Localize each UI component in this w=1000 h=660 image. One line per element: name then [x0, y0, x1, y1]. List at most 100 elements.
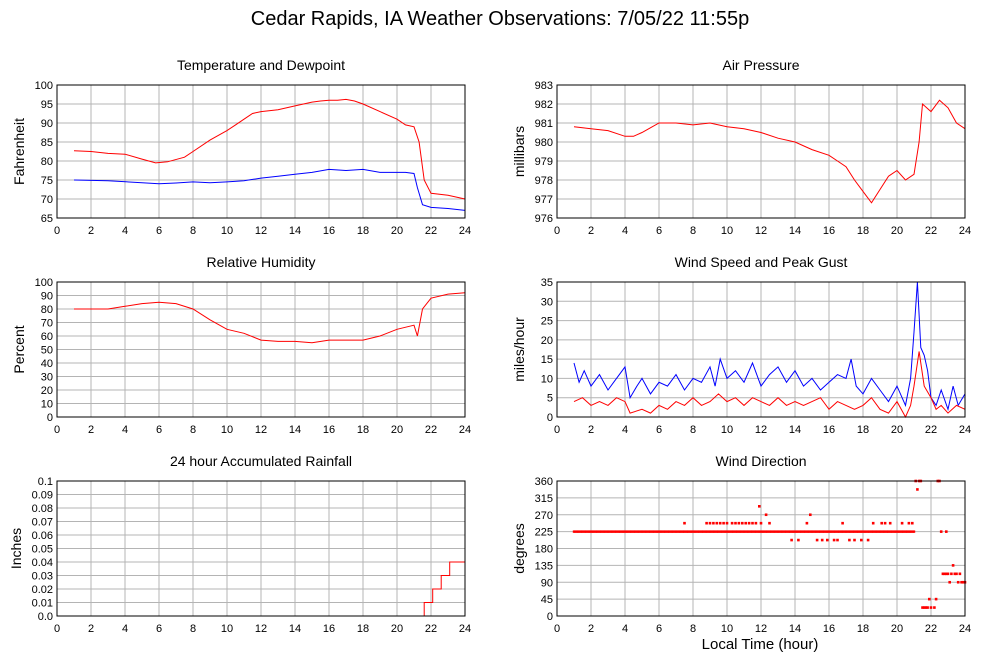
wind-direction-x-tick-label: 10 [721, 623, 733, 635]
wind-direction-point [646, 530, 649, 533]
wind-direction-point [842, 530, 845, 533]
wind-direction-point [602, 530, 606, 533]
wind-direction-point [758, 505, 761, 508]
wind-direction-point [627, 530, 630, 533]
24-hour-accumulated-rainfall-y-tick-label: 0.04 [32, 557, 53, 569]
24-hour-accumulated-rainfall-y-tick-label: 0.0 [38, 611, 53, 623]
wind-direction-x-tick-label: 14 [789, 623, 801, 635]
air-pressure-y-tick-label: 976 [535, 213, 553, 225]
wind-direction-point [576, 530, 580, 533]
wind-direction-point [871, 521, 875, 525]
relative-humidity-x-tick-label: 2 [88, 424, 94, 436]
wind-direction-point [839, 530, 842, 533]
wind-direction-point [865, 530, 868, 533]
wind-direction-point [634, 530, 637, 533]
wind-direction-point [764, 513, 768, 517]
wind-direction-y-tick-label: 90 [541, 577, 553, 589]
wind-direction-point [655, 530, 659, 533]
wind-direction-point [737, 521, 741, 525]
temperature-and-dewpoint-y-tick-label: 70 [41, 194, 53, 206]
wind-direction-point [848, 538, 851, 542]
wind-direction-point [797, 538, 800, 542]
wind-direction-point [907, 521, 911, 525]
wind-direction-point [635, 530, 638, 533]
wind-direction-point [953, 572, 957, 576]
wind-speed-and-peak-gust-x-tick-label: 20 [891, 424, 903, 436]
temperature-and-dewpoint-x-tick-label: 16 [323, 225, 335, 237]
wind-direction-y-tick-label: 270 [535, 510, 553, 522]
24-hour-accumulated-rainfall-x-tick-label: 6 [156, 623, 162, 635]
wind-direction-point [719, 530, 723, 533]
wind-direction-point [779, 530, 782, 533]
wind-direction-point [772, 530, 776, 533]
wind-direction-point [693, 530, 697, 533]
wind-direction-point [804, 530, 807, 533]
wind-direction-point [916, 488, 919, 491]
wind-direction-point [585, 530, 588, 533]
wind-direction-point [685, 530, 689, 533]
wind-direction-point [906, 530, 909, 533]
wind-direction-point [943, 572, 946, 576]
air-pressure-x-tick-label: 20 [891, 225, 903, 237]
wind-direction-point [753, 530, 757, 533]
wind-direction-point [749, 530, 752, 533]
wind-direction-point [609, 530, 612, 533]
relative-humidity-x-tick-label: 22 [425, 424, 437, 436]
24-hour-accumulated-rainfall-y-tick-label: 0.06 [32, 530, 53, 542]
wind-direction-point [768, 530, 772, 533]
wind-direction-y-tick-label: 180 [535, 544, 553, 556]
wind-direction-point [939, 530, 943, 533]
wind-direction-point [721, 530, 724, 533]
wind-direction-point [589, 530, 592, 533]
temperature-and-dewpoint-y-axis-label: Fahrenheit [11, 118, 27, 185]
temperature-and-dewpoint-y-tick-label: 100 [35, 80, 53, 92]
wind-direction-point [741, 521, 744, 525]
wind-direction-point [948, 580, 951, 584]
wind-direction-point [666, 530, 670, 533]
wind-direction-point [809, 513, 812, 517]
wind-direction-point [587, 530, 591, 533]
wind-speed-and-peak-gust-plot-frame [556, 281, 966, 418]
wind-speed-and-peak-gust-x-tick-label: 12 [755, 424, 767, 436]
wind-direction-point [575, 530, 578, 533]
x-axis-label: Local Time (hour) [701, 636, 819, 653]
wind-direction-point [885, 530, 888, 533]
24-hour-accumulated-rainfall-x-tick-label: 20 [391, 623, 403, 635]
wind-direction-point [683, 521, 686, 525]
wind-direction-point [827, 530, 830, 533]
wind-direction-point [907, 530, 910, 533]
wind-direction-point [716, 530, 720, 533]
24-hour-accumulated-rainfall-y-tick-label: 0.01 [32, 598, 53, 610]
wind-direction-point [829, 530, 833, 533]
wind-direction-point [598, 530, 602, 533]
relative-humidity-x-tick-label: 8 [190, 424, 196, 436]
wind-direction-point [722, 530, 725, 533]
wind-direction-point [613, 530, 616, 533]
air-pressure-y-tick-label: 983 [535, 80, 553, 92]
relative-humidity-y-tick-label: 60 [41, 331, 53, 343]
wind-direction-point [680, 530, 683, 533]
wind-direction-point [612, 530, 615, 533]
wind-direction-point [896, 530, 899, 533]
wind-direction-point [676, 530, 679, 533]
air-pressure-x-tick-label: 10 [721, 225, 733, 237]
wind-direction-point [955, 572, 958, 576]
air-pressure-y-tick-label: 981 [535, 118, 553, 130]
wind-direction-point [765, 530, 769, 533]
temperature-and-dewpoint-y-tick-label: 80 [41, 156, 53, 168]
air-pressure-y-axis-label: millibars [511, 126, 527, 177]
wind-direction-point [650, 530, 653, 533]
relative-humidity-y-tick-label: 70 [41, 318, 53, 330]
wind-direction-plot-frame [556, 480, 966, 617]
temperature-and-dewpoint-y-tick-label: 95 [41, 99, 53, 111]
wind-direction-point [844, 530, 848, 533]
wind-direction-point [835, 530, 838, 533]
24-hour-accumulated-rainfall-x-tick-label: 24 [459, 623, 471, 635]
wind-direction-x-tick-label: 2 [588, 623, 594, 635]
wind-direction-point [832, 538, 836, 542]
wind-direction-point [888, 521, 892, 525]
wind-direction-point [768, 521, 771, 525]
wind-direction-point [891, 530, 894, 533]
temperature-and-dewpoint-series-line-1 [73, 98, 466, 200]
wind-direction-y-tick-label: 135 [535, 560, 553, 572]
